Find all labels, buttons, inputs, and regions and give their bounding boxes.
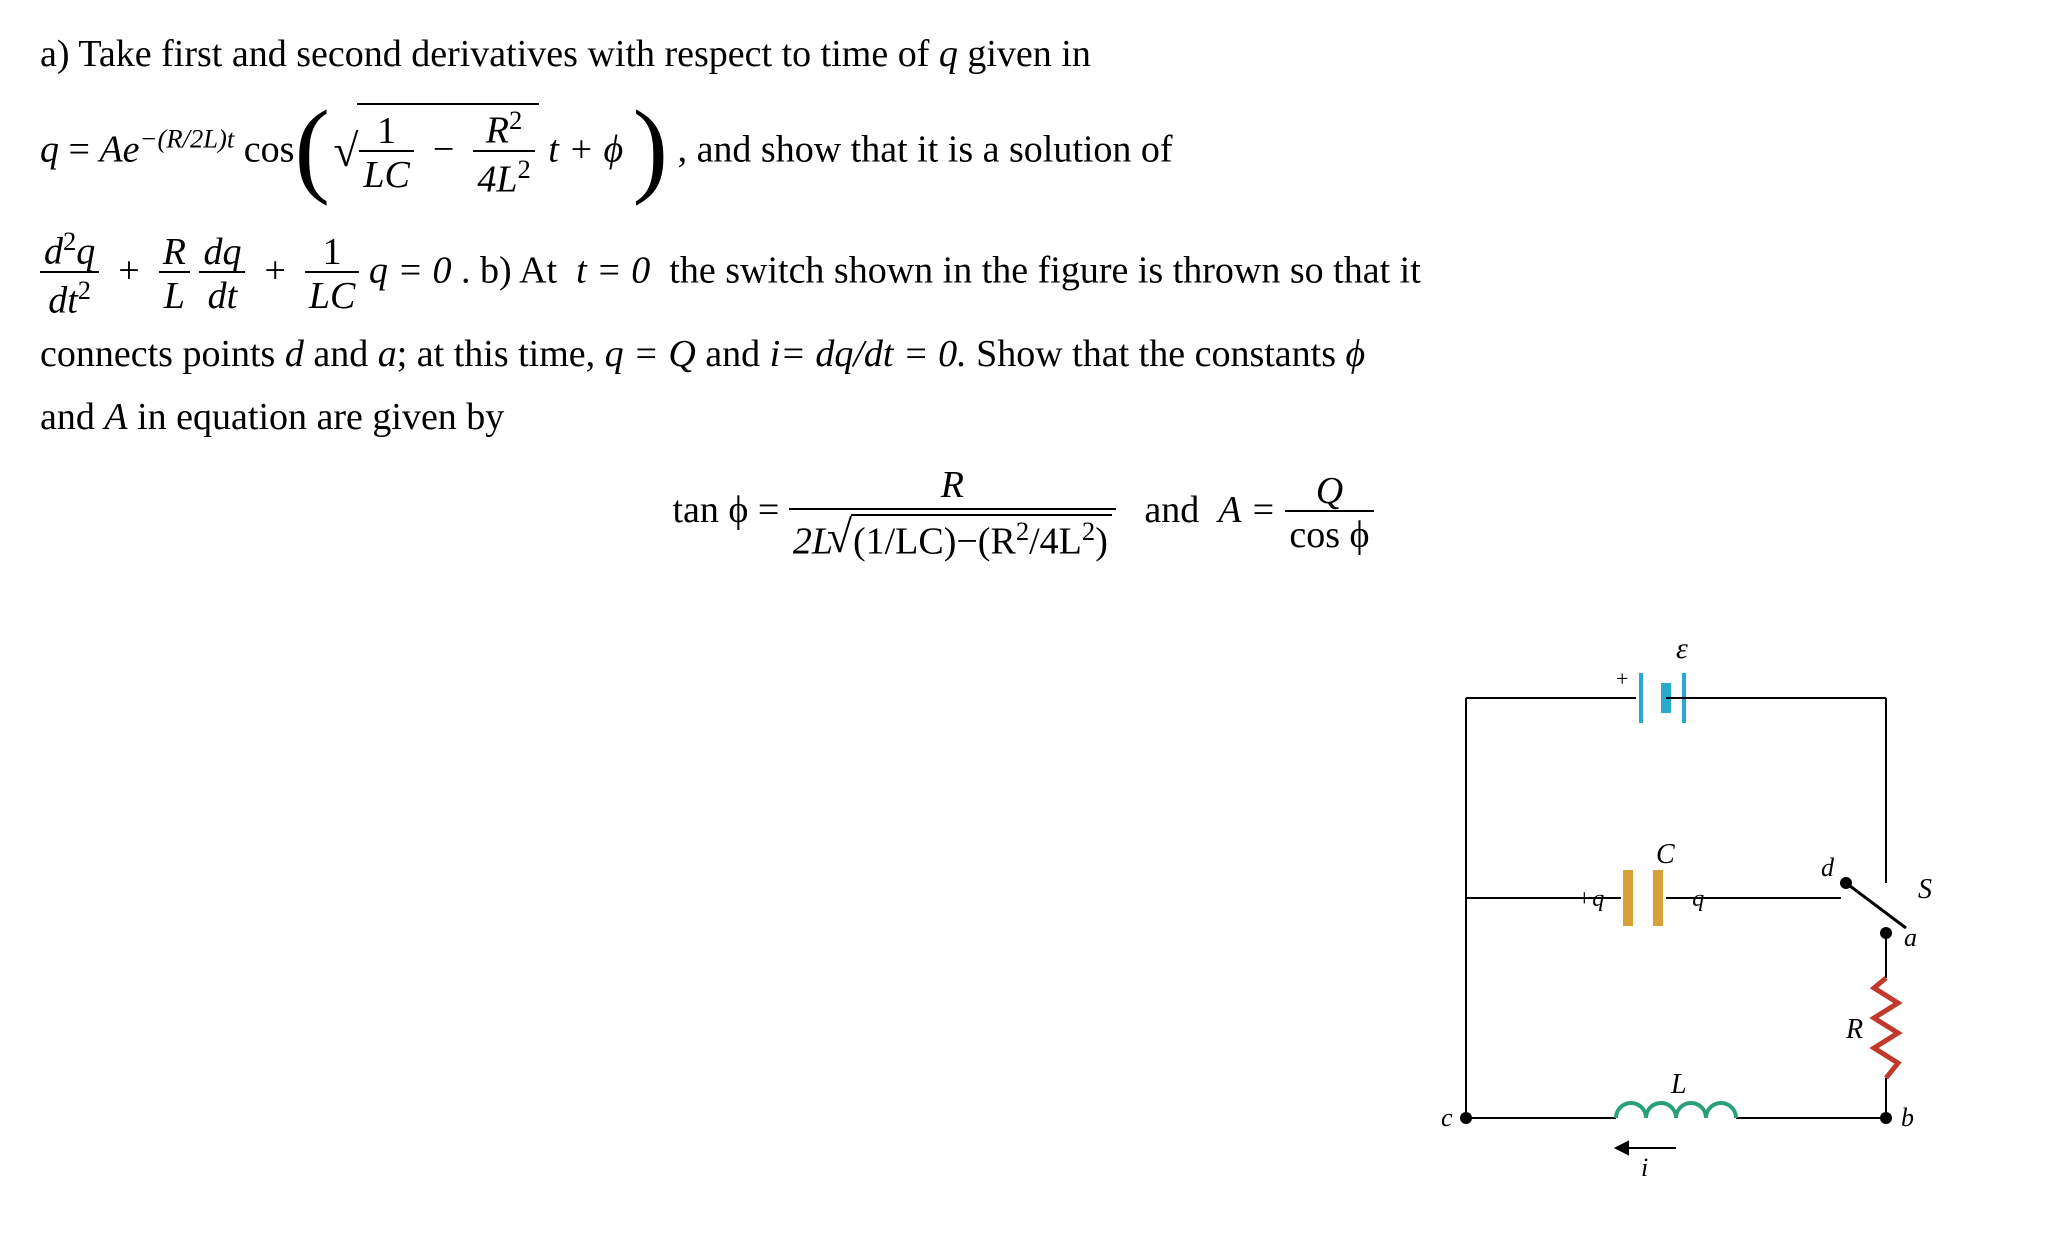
- text-b2: the switch shown in the figure is thrown…: [669, 250, 1420, 292]
- inductor-icon: [1616, 1103, 1736, 1118]
- tan-phi: tan ϕ =: [672, 489, 779, 531]
- label-c: C: [1656, 839, 1675, 870]
- label-s: S: [1918, 874, 1932, 905]
- result-equations: tan ϕ = R 2L(1/LC)−(R2/4L2) and A = Q co…: [40, 466, 2006, 561]
- text-a-intro: a) Take first and second derivatives wit…: [40, 33, 929, 75]
- cos: cos: [244, 128, 295, 170]
- label-l: L: [1670, 1069, 1687, 1100]
- t-plus-phi: t + ϕ: [548, 128, 623, 170]
- frac-dq-dt: dq dt: [199, 233, 245, 315]
- label-minus-q: −q: [1676, 886, 1704, 912]
- emf-source-icon: [1641, 673, 1696, 723]
- label-emf: ε: [1676, 632, 1688, 665]
- text-given-in: given in: [967, 33, 1090, 75]
- line-1: a) Take first and second derivatives wit…: [40, 26, 2006, 83]
- line-4: connects points d and a; at this time, q…: [40, 326, 2006, 383]
- label-d: d: [1821, 853, 1835, 882]
- line-5: and A in equation are given by: [40, 389, 2006, 446]
- q-eq-0: q = 0: [369, 250, 452, 292]
- equation-q: q = Ae−(R/2L)t cos( 1 LC − R2 4L2 t + ϕ …: [40, 103, 2006, 198]
- label-plus-q: +q: [1576, 886, 1604, 912]
- sqrt-omega: 1 LC − R2 4L2: [339, 103, 538, 198]
- capacitor-icon: [1628, 870, 1658, 926]
- var-q: q: [939, 33, 958, 75]
- label-i: i: [1641, 1153, 1648, 1182]
- label-a: a: [1904, 923, 1917, 952]
- resistor-icon: [1874, 978, 1898, 1078]
- frac-A: Q cos ϕ: [1285, 472, 1373, 554]
- exponent: −(R/2L)t: [140, 124, 235, 154]
- frac-1-lc-2: 1 LC: [305, 233, 359, 315]
- label-plus-src: +: [1616, 666, 1628, 691]
- switch-icon: [1840, 877, 1906, 939]
- diff-eq-line: d2q dt2 + R L dq dt + 1 LC q = 0 . b) At…: [40, 228, 2006, 319]
- frac-r-l: R L: [159, 233, 190, 315]
- label-r: R: [1845, 1014, 1863, 1045]
- text-after-eq1: , and show that it is a solution of: [678, 128, 1173, 170]
- frac-r2-4l2: R2 4L2: [473, 107, 534, 198]
- frac-d2q-dt2: d2q dt2: [40, 228, 99, 319]
- t-eq-0: t = 0: [576, 250, 650, 292]
- circuit-diagram: ε + C +q −q d S a R L: [1406, 628, 1966, 1188]
- label-b-node: b: [1901, 1103, 1914, 1132]
- text-b: . b) At: [461, 250, 557, 292]
- frac-1-lc: 1 LC: [359, 112, 413, 194]
- label-c-node: c: [1441, 1103, 1453, 1132]
- frac-tanphi: R 2L(1/LC)−(R2/4L2): [789, 466, 1116, 561]
